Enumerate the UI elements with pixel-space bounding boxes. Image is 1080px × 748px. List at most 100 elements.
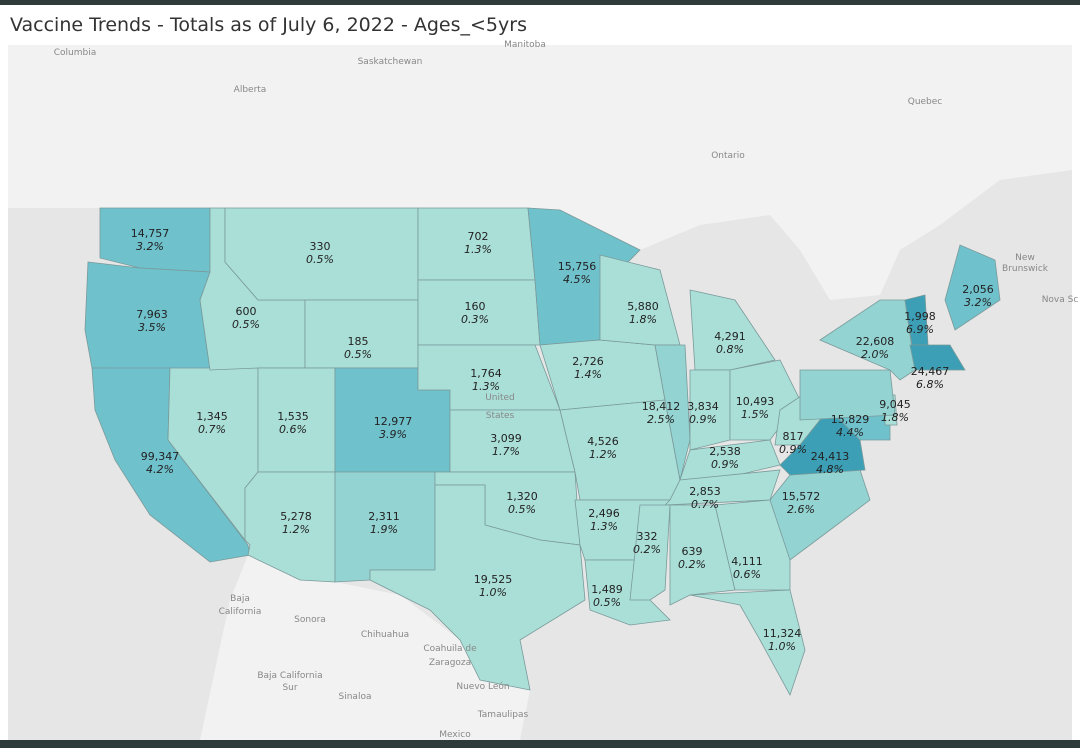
- region-count: 4,526: [587, 435, 619, 448]
- region-count: 1,320: [506, 490, 538, 503]
- region-percent: 6.9%: [906, 323, 934, 336]
- base-map-label: Manitoba: [504, 40, 546, 50]
- region-count: 4,291: [714, 330, 746, 343]
- region-percent: 4.4%: [836, 426, 864, 439]
- region: [669, 504, 736, 606]
- region-percent: 3.5%: [138, 321, 166, 334]
- region-percent: 4.8%: [816, 463, 844, 476]
- base-map-label: Sur: [282, 683, 297, 693]
- region-percent: 1.3%: [472, 380, 500, 393]
- region-count: 639: [682, 545, 703, 558]
- region-percent: 0.9%: [711, 458, 739, 471]
- region-percent: 3.9%: [379, 428, 407, 441]
- region: [654, 344, 691, 481]
- region-count: 2,538: [709, 445, 741, 458]
- base-map-label: States: [486, 411, 515, 421]
- region-count: 22,608: [856, 335, 895, 348]
- region-count: 702: [468, 230, 489, 243]
- region-count: 185: [348, 335, 369, 348]
- region-count: 9,045: [879, 398, 911, 411]
- base-map-label: Baja: [230, 594, 250, 604]
- region-percent: 4.2%: [146, 463, 174, 476]
- base-map-label: Chihuahua: [361, 630, 409, 640]
- region-count: 14,757: [131, 227, 170, 240]
- region-percent: 4.5%: [563, 273, 591, 286]
- region-count: 15,829: [831, 413, 870, 426]
- region-percent: 0.2%: [678, 558, 706, 571]
- region-count: 2,056: [962, 283, 994, 296]
- region-percent: 1.9%: [370, 523, 398, 536]
- base-map-label: Coahuila de: [423, 644, 477, 654]
- region-count: 1,345: [196, 410, 228, 423]
- region: [714, 499, 791, 591]
- region-percent: 0.7%: [691, 498, 719, 511]
- region-percent: 0.9%: [689, 413, 717, 426]
- base-map-label: Brunswick: [1002, 264, 1049, 274]
- region-percent: 0.6%: [733, 568, 761, 581]
- region-count: 24,467: [911, 365, 950, 378]
- region-percent: 6.8%: [916, 378, 944, 391]
- region-count: 15,756: [558, 260, 597, 273]
- region-count: 99,347: [141, 450, 180, 463]
- region-count: 10,493: [736, 395, 775, 408]
- base-map-label: Sonora: [294, 615, 326, 625]
- region: [944, 244, 1001, 331]
- region-count: 1,764: [470, 367, 502, 380]
- region-count: 19,525: [474, 573, 513, 586]
- region-count: 7,963: [136, 308, 168, 321]
- base-map-label: Nova Sc: [1042, 295, 1079, 305]
- region-count: 18,412: [642, 400, 681, 413]
- region-percent: 1.8%: [881, 411, 909, 424]
- base-map-label: Alberta: [234, 85, 267, 95]
- base-map-label: Baja California: [257, 671, 322, 681]
- region-count: 4,111: [731, 555, 763, 568]
- region-percent: 1.8%: [629, 313, 657, 326]
- base-map-label: Nuevo León: [456, 681, 509, 692]
- region-count: 1,998: [904, 310, 936, 323]
- bottom-bar: [0, 740, 1080, 748]
- base-map-label: Columbia: [54, 48, 97, 58]
- region-percent: 1.3%: [590, 520, 618, 533]
- region-count: 12,977: [374, 415, 413, 428]
- region-count: 330: [310, 240, 331, 253]
- region-count: 160: [465, 300, 486, 313]
- base-map-label: Ontario: [711, 151, 745, 161]
- base-map-label: Quebec: [908, 97, 943, 107]
- region-percent: 1.0%: [479, 586, 507, 599]
- region-count: 2,726: [572, 355, 604, 368]
- base-map-label: United: [485, 393, 515, 403]
- region-percent: 2.5%: [647, 413, 675, 426]
- region-percent: 2.0%: [861, 348, 889, 361]
- region-percent: 0.7%: [198, 423, 226, 436]
- region-count: 1,489: [591, 583, 623, 596]
- region: [663, 469, 781, 506]
- region-count: 2,853: [689, 485, 721, 498]
- title: Vaccine Trends - Totals as of July 6, 20…: [10, 14, 527, 36]
- region-count: 2,496: [588, 507, 620, 520]
- region-count: 2,311: [368, 510, 400, 523]
- region-count: 1,535: [277, 410, 309, 423]
- region-count: 600: [236, 305, 257, 318]
- labels: 14,7573.2%7,9633.5%99,3474.2%1,3450.7%60…: [54, 40, 1079, 740]
- region-percent: 0.5%: [344, 348, 372, 361]
- top-bar: [0, 0, 1080, 5]
- region: [689, 589, 806, 696]
- region-percent: 1.2%: [589, 448, 617, 461]
- mexico-land: [200, 555, 530, 740]
- region: [369, 484, 586, 691]
- region-percent: 3.2%: [964, 296, 992, 309]
- region-count: 3,834: [687, 400, 719, 413]
- region: [909, 344, 966, 371]
- region-count: 5,278: [280, 510, 312, 523]
- region-percent: 0.5%: [232, 318, 260, 331]
- region-count: 11,324: [763, 627, 802, 640]
- region: [799, 299, 916, 421]
- region-percent: 0.5%: [306, 253, 334, 266]
- region: [689, 289, 776, 371]
- region-count: 3,099: [490, 432, 522, 445]
- region-percent: 1.2%: [282, 523, 310, 536]
- base-map-label: California: [219, 607, 262, 617]
- region-percent: 0.5%: [593, 596, 621, 609]
- base-map-label: Tamaulipas: [477, 710, 529, 720]
- region-percent: 0.6%: [279, 423, 307, 436]
